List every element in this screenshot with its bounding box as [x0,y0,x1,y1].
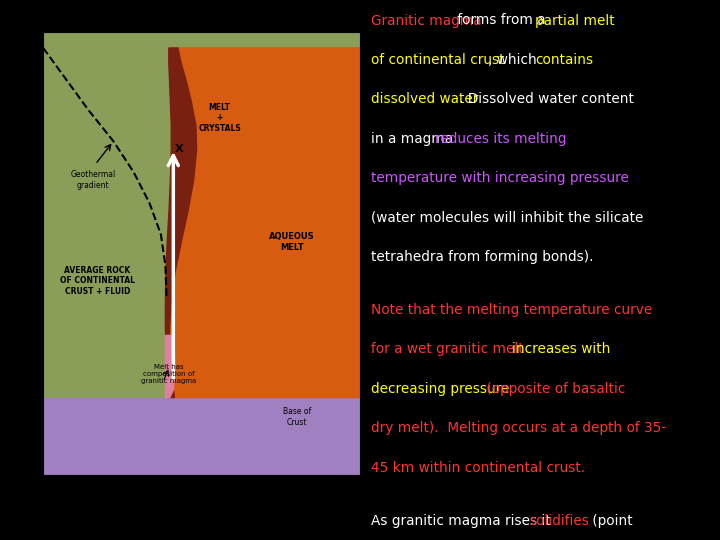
Text: Base of
Crust: Base of Crust [282,407,311,427]
Text: reduces its melting: reduces its melting [436,132,567,146]
Text: AQUEOUS
MELT: AQUEOUS MELT [269,232,315,252]
Text: for a wet granitic melt: for a wet granitic melt [371,342,528,356]
Text: (point: (point [588,514,633,528]
Text: partial melt: partial melt [536,14,615,28]
Text: km: km [23,199,42,212]
Text: solidifies: solidifies [529,514,590,528]
Text: ences at a pressure equivalent to a depth of about: ences at a pressure equivalent to a dept… [14,516,193,522]
Text: temperature with increasing pressure: temperature with increasing pressure [371,171,629,185]
Text: forms from a: forms from a [453,14,550,28]
Text: Melt has
composition of
granitic magma: Melt has composition of granitic magma [141,364,197,384]
Text: decreasing pressure: decreasing pressure [371,382,509,396]
Text: increases with: increases with [512,342,611,356]
Bar [43,397,360,491]
Text: of continental crust: of continental crust [371,53,504,67]
Polygon shape [169,48,360,397]
Polygon shape [166,48,197,397]
Text: MELT
+
CRYSTALS: MELT + CRYSTALS [198,103,241,133]
Text: (water molecules will inhibit the silicate: (water molecules will inhibit the silica… [371,211,643,225]
Text: , which: , which [488,53,541,67]
Text: . Dissolved water content: . Dissolved water content [459,92,634,106]
Text: AVERAGE ROCK
OF CONTINENTAL
CRUST + FLUID: AVERAGE ROCK OF CONTINENTAL CRUST + FLUI… [60,266,135,296]
Text: in a magma: in a magma [371,132,457,146]
Text: As granitic magma rises it: As granitic magma rises it [371,514,555,528]
Text: nd the generation of granitic magma.  Melting co: nd the generation of granitic magma. Mel… [14,503,188,509]
Text: FIGURE 3.8 Wet-melting properties of continental cru: FIGURE 3.8 Wet-melting properties of con… [14,487,202,492]
X-axis label: Temperature (° C): Temperature (° C) [155,2,248,12]
Text: dissolved water: dissolved water [371,92,478,106]
Text: tetrahedra from forming bonds).: tetrahedra from forming bonds). [371,250,593,264]
Text: X: X [174,144,183,154]
Text: Geothermal
gradient: Geothermal gradient [71,170,116,190]
Polygon shape [166,335,175,397]
Text: contains: contains [536,53,593,67]
Text: (opposite of basaltic: (opposite of basaltic [482,382,626,396]
Text: dry melt).  Melting occurs at a depth of 35-: dry melt). Melting occurs at a depth of … [371,421,666,435]
Text: Granitic magma: Granitic magma [371,14,482,28]
Text: 45 km within continental crust.: 45 km within continental crust. [371,461,585,475]
Text: Note that the melting temperature curve: Note that the melting temperature curve [371,303,652,317]
